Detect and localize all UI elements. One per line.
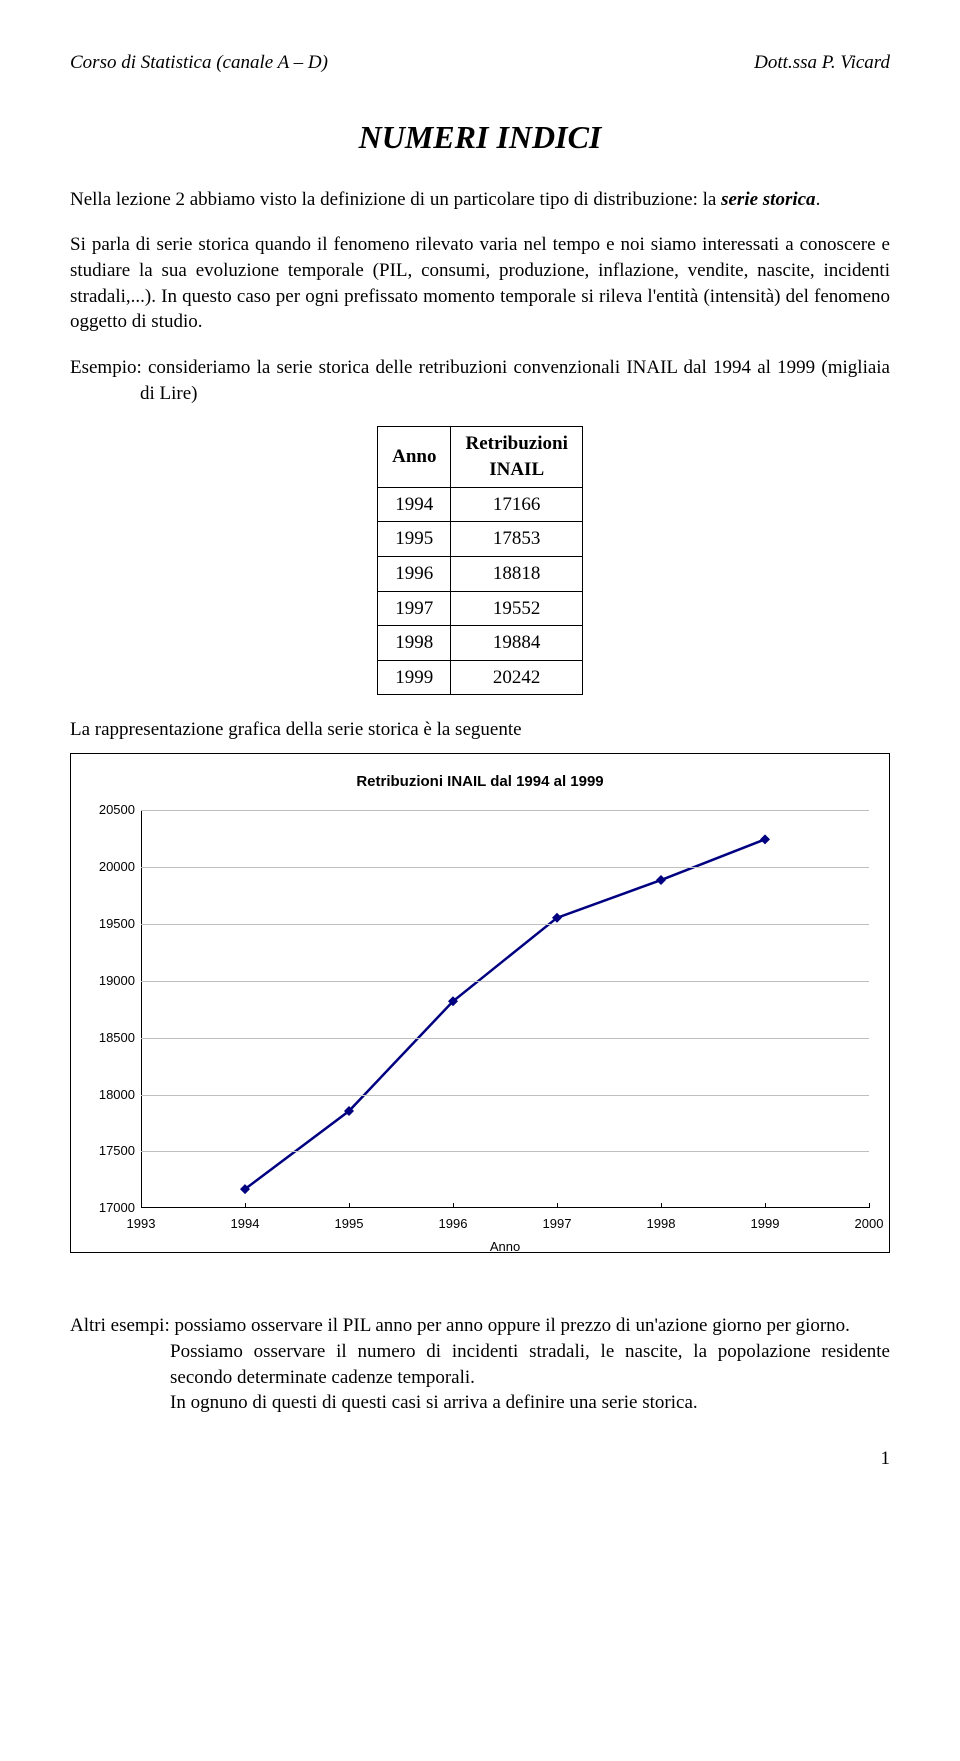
chart-marker [760,835,770,845]
table-row: 199417166 [378,487,583,522]
text: Nella lezione 2 abbiamo visto la definiz… [70,189,721,210]
table-cell: 1997 [378,591,451,626]
table-row: 199618818 [378,556,583,591]
paragraph-2: Si parla di serie storica quando il feno… [70,232,890,335]
x-tick-label: 1999 [751,1215,780,1233]
table-cell: 19552 [451,591,582,626]
table-cell: 1996 [378,556,451,591]
grid-line [141,1038,869,1039]
table-header-retribuzioni: Retribuzioni INAIL [451,427,582,487]
grid-line [141,924,869,925]
table-cell: 1999 [378,660,451,695]
table-cell: 17853 [451,522,582,557]
y-tick-label: 20500 [91,802,135,820]
paragraph-4: La rappresentazione grafica della serie … [70,717,890,743]
term-serie-storica: serie storica [721,189,815,210]
grid-line [141,867,869,868]
x-tick [765,1203,766,1208]
table-row: 199719552 [378,591,583,626]
header-right: Dott.ssa P. Vicard [754,50,890,76]
x-tick-label: 1997 [543,1215,572,1233]
y-tick-label: 19000 [91,972,135,990]
x-tick-label: 1994 [231,1215,260,1233]
table-cell: 1998 [378,626,451,661]
paragraph-5b: Possiamo osservare il numero di incident… [70,1339,890,1390]
paragraph-5a: Altri esempi: possiamo osservare il PIL … [70,1313,890,1339]
table-row: 199819884 [378,626,583,661]
x-tick [661,1203,662,1208]
retribuzioni-table: Anno Retribuzioni INAIL 1994171661995178… [377,426,583,695]
grid-line [141,1095,869,1096]
y-tick-label: 17500 [91,1143,135,1161]
grid-line [141,810,869,811]
chart-frame: Retribuzioni INAIL dal 1994 al 1999 Anno… [70,753,890,1253]
table-cell: 1995 [378,522,451,557]
table-header-anno: Anno [378,427,451,487]
x-tick [453,1203,454,1208]
text: . [816,189,821,210]
x-tick [141,1203,142,1208]
paragraph-5c: In ognuno di questi di questi casi si ar… [70,1390,890,1416]
chart-marker [656,875,666,885]
x-tick [869,1203,870,1208]
page-header: Corso di Statistica (canale A – D) Dott.… [70,50,890,76]
paragraph-1: Nella lezione 2 abbiamo visto la definiz… [70,187,890,213]
table-row: 199517853 [378,522,583,557]
grid-line [141,981,869,982]
y-tick-label: 20000 [91,858,135,876]
x-tick-label: 1993 [127,1215,156,1233]
page-title: NUMERI INDICI [70,116,890,159]
page-number: 1 [70,1446,890,1472]
table-cell: 17166 [451,487,582,522]
x-tick [349,1203,350,1208]
x-tick-label: 1995 [335,1215,364,1233]
chart-svg [141,810,869,1208]
table-cell: 1994 [378,487,451,522]
chart-area: Anno 17000175001800018500190001950020000… [141,810,869,1230]
y-tick-label: 18500 [91,1029,135,1047]
table-cell: 18818 [451,556,582,591]
grid-line [141,1151,869,1152]
x-tick-label: 2000 [855,1215,884,1233]
header-left: Corso di Statistica (canale A – D) [70,50,328,76]
table-row: 199920242 [378,660,583,695]
x-tick [245,1203,246,1208]
chart-title: Retribuzioni INAIL dal 1994 al 1999 [91,772,869,792]
x-tick-label: 1998 [647,1215,676,1233]
x-tick [557,1203,558,1208]
table-cell: 20242 [451,660,582,695]
table-cell: 19884 [451,626,582,661]
paragraph-3: Esempio: consideriamo la serie storica d… [70,355,890,406]
chart-line [245,840,765,1190]
y-tick-label: 19500 [91,915,135,933]
y-tick-label: 18000 [91,1086,135,1104]
x-axis-title: Anno [490,1238,520,1256]
x-tick-label: 1996 [439,1215,468,1233]
